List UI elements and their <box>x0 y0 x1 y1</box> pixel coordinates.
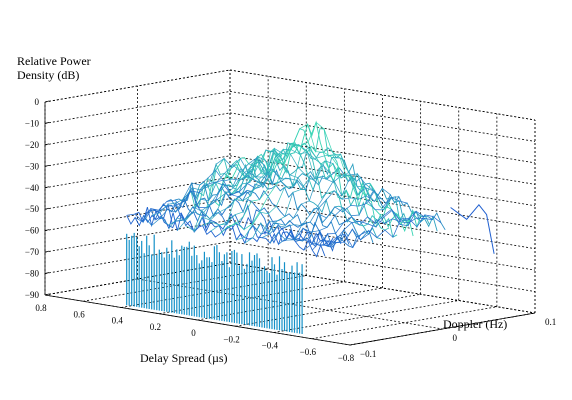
x-grid-floor <box>311 306 497 340</box>
z-tick-label: −90 <box>25 290 40 300</box>
surface-column-line <box>126 182 248 222</box>
x-tick-label: 0.2 <box>150 322 161 332</box>
surface-column-line <box>261 177 383 239</box>
z-tick-label: −20 <box>25 140 40 150</box>
z-axis-label-line2: Density (dB) <box>17 68 79 82</box>
z-tick-mark <box>44 207 50 210</box>
stem-lines <box>126 232 303 334</box>
x-tick-label: 0.8 <box>35 303 47 313</box>
z-tick-label: −80 <box>25 269 40 279</box>
y-tick-label: −0.1 <box>360 349 376 359</box>
tick-labels: 0 −10 −20 −30 −40 −50 −60 −70 −80 −90 0.8 0.6 0.4 0.2… <box>25 97 556 363</box>
y-grid-floor <box>229 262 536 314</box>
z-tick-mark <box>44 100 50 103</box>
surface-column-line <box>303 209 425 251</box>
surface-column-line <box>295 208 416 246</box>
z-grid-left <box>44 112 231 146</box>
surface-column-line <box>143 169 264 226</box>
z-grid-back <box>229 155 536 207</box>
x-tick-label: −0.8 <box>338 353 355 363</box>
z-tick-mark <box>44 250 50 253</box>
x-tick-label: 0.4 <box>112 316 124 326</box>
surface-column-line <box>269 187 391 244</box>
surface-tail-line <box>450 204 495 254</box>
surface-column-line <box>193 147 315 233</box>
surface-column-line <box>219 123 340 235</box>
surface-column-line <box>210 149 332 232</box>
surface-row-line <box>126 212 326 258</box>
surface-column-line <box>168 156 290 229</box>
y-axis-label: Doppler (Hz) <box>443 317 507 331</box>
z-grid-left <box>44 91 231 124</box>
z-tick-label: −50 <box>25 204 40 214</box>
z-grid-back <box>229 241 536 292</box>
z-tick-label: −70 <box>25 247 40 257</box>
surface-mesh <box>126 120 495 258</box>
z-tick-label: −60 <box>25 226 40 236</box>
surface-row-line <box>150 201 350 248</box>
z-grid-back <box>229 112 536 164</box>
z-tick-label: 0 <box>35 97 40 107</box>
y-tick-label: 0 <box>453 333 458 343</box>
z-grid-back <box>229 133 536 185</box>
z-tick-mark <box>44 272 50 274</box>
x-tick-label: −0.4 <box>262 341 279 351</box>
z-grid-back <box>229 219 536 271</box>
surface-column-line <box>320 214 442 249</box>
surface-row-line <box>174 182 374 243</box>
x-axis-label: Delay Spread (µs) <box>140 351 228 365</box>
z-grid-left <box>44 219 231 253</box>
surface-column-line <box>202 143 324 226</box>
surface-column-line <box>177 155 298 231</box>
z-tick-label: −30 <box>25 161 40 171</box>
x-grid-floor <box>273 300 459 333</box>
z-tick-mark <box>44 229 50 232</box>
y-grid-floor <box>137 278 443 330</box>
surface-row-line <box>182 158 382 240</box>
surface-row-line <box>214 120 414 237</box>
z-tick-mark <box>44 164 50 167</box>
z-tick-mark <box>44 143 50 146</box>
surface-row-line <box>166 186 366 243</box>
y-grid-floor <box>44 294 351 346</box>
z-tick-mark <box>44 186 50 189</box>
x-tick-label: −0.2 <box>223 334 239 344</box>
y-tick-label: 0.1 <box>545 317 556 327</box>
surface-row-line <box>190 142 390 231</box>
z-tick-mark <box>44 293 50 296</box>
z-grid-left <box>44 155 231 189</box>
z-grid-back <box>229 69 536 121</box>
z-tick-mark <box>44 122 50 124</box>
x-grid-floor <box>83 268 269 302</box>
z-grid-back <box>229 91 536 142</box>
surface-column-line <box>244 160 366 244</box>
x-tick-label: 0 <box>191 328 196 338</box>
z-grid-back <box>229 198 536 250</box>
surface-column-line <box>252 173 374 235</box>
z-grid-back <box>229 176 536 228</box>
surface-column-line <box>286 197 408 240</box>
z-tick-label: −10 <box>25 118 40 128</box>
surface-column-line <box>227 121 349 231</box>
surface-column-line <box>236 146 357 241</box>
z-tick-label: −40 <box>25 183 40 193</box>
x-tick-label: 0.6 <box>73 309 85 319</box>
z-axis-label-line1: Relative Power <box>17 54 91 68</box>
x-tick-label: −0.6 <box>300 347 317 357</box>
surface-column-line <box>151 157 273 216</box>
surface-column-line <box>134 179 256 223</box>
surface-column-line <box>160 157 281 226</box>
